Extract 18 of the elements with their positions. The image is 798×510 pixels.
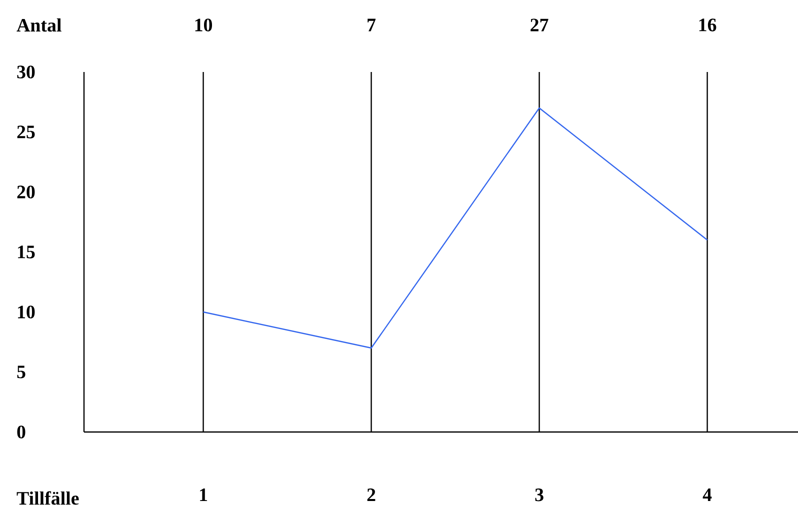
line-series <box>202 107 708 349</box>
y-axis-title: Antal <box>16 18 62 32</box>
data-label: 27 <box>530 18 548 32</box>
x-tick-label: 4 <box>702 488 712 501</box>
y-tick-label: 20 <box>17 186 35 198</box>
y-tick-label: 5 <box>17 366 26 378</box>
y-tick-label: 25 <box>17 126 35 138</box>
y-tick-label: 30 <box>17 66 35 78</box>
x-axis-title: Tillfälle <box>16 491 79 505</box>
data-label: 7 <box>368 18 376 32</box>
data-label: 10 <box>195 18 212 32</box>
data-label: 16 <box>699 18 716 32</box>
x-tick-label: 2 <box>367 488 376 502</box>
y-tick-label: 10 <box>18 306 35 318</box>
x-tick-label: 3 <box>535 488 544 502</box>
y-tick-label: 0 <box>17 426 26 438</box>
x-tick-label: 1 <box>200 488 208 502</box>
y-tick-label: 15 <box>18 246 35 258</box>
